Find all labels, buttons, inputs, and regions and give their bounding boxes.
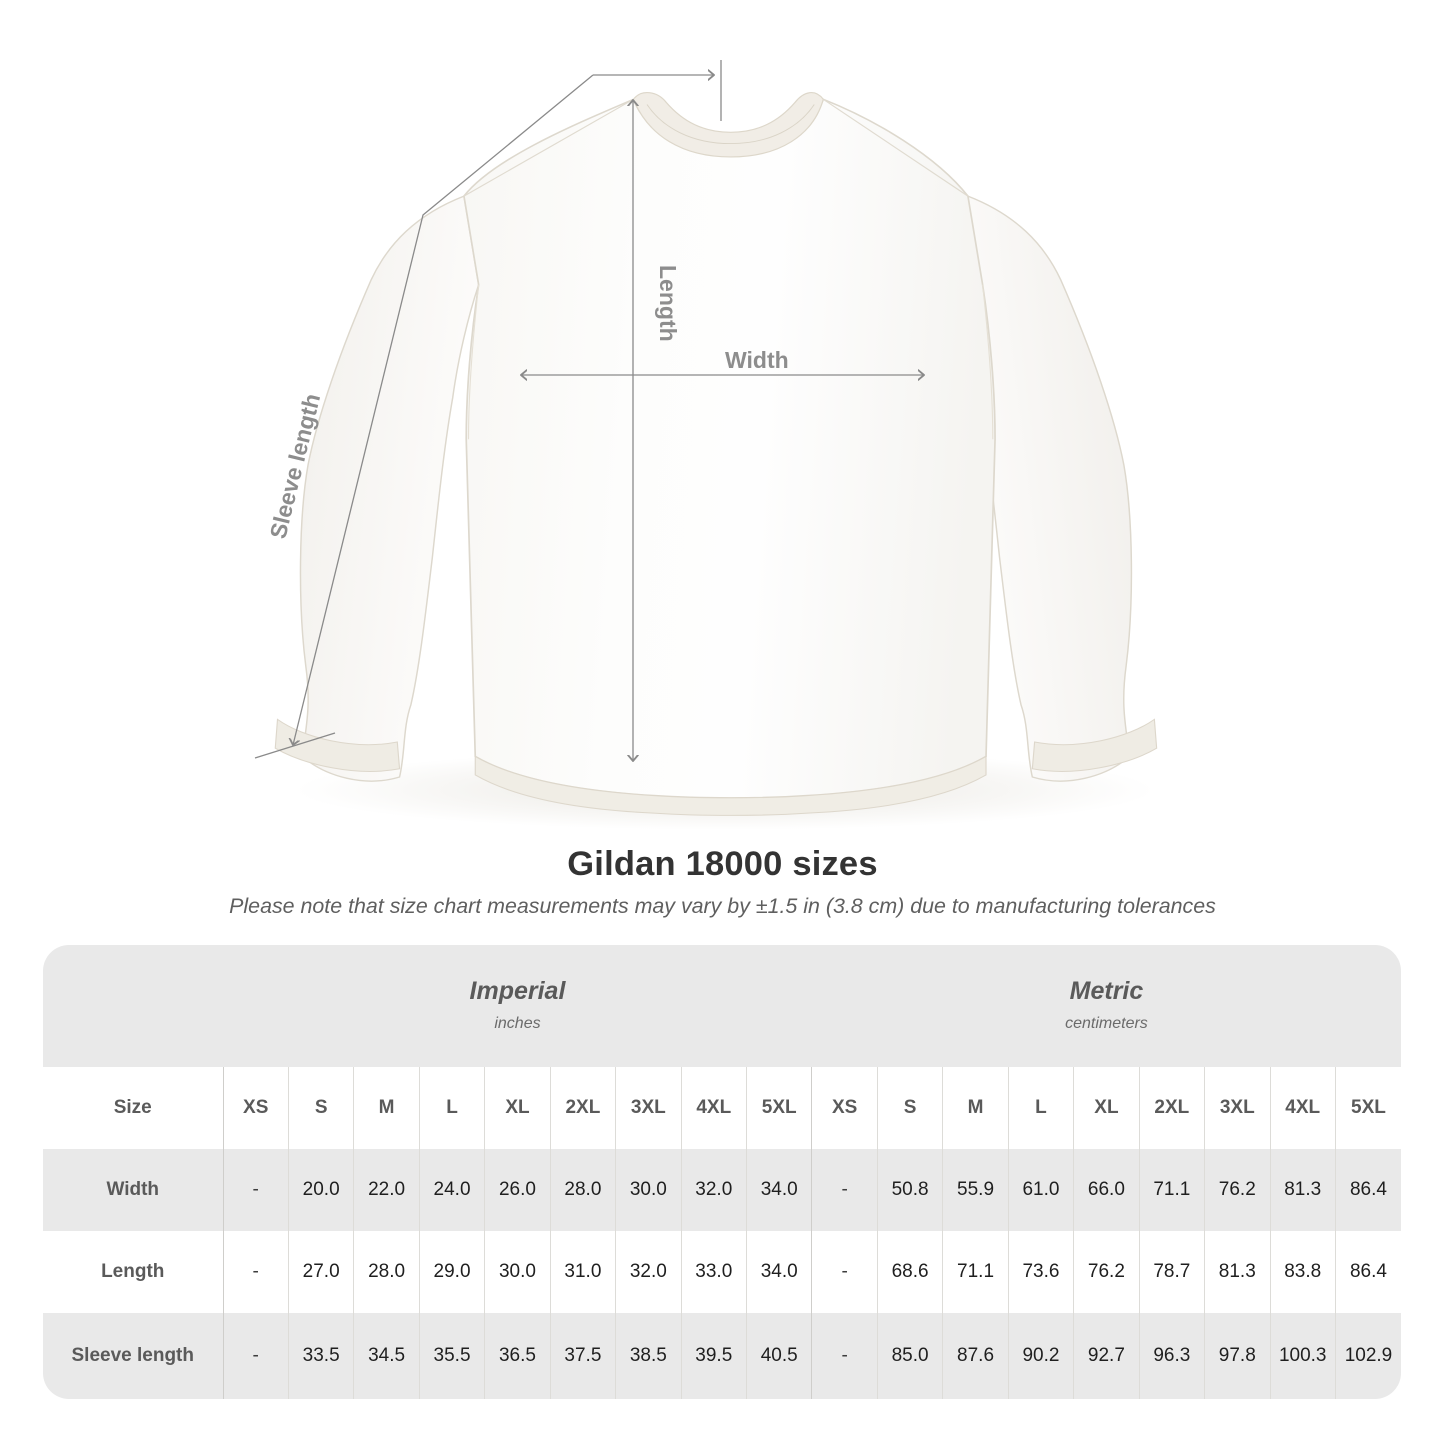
- svg-text:Width: Width: [725, 347, 789, 373]
- svg-text:Length: Length: [655, 265, 681, 342]
- svg-text:Sleeve length: Sleeve length: [265, 391, 326, 541]
